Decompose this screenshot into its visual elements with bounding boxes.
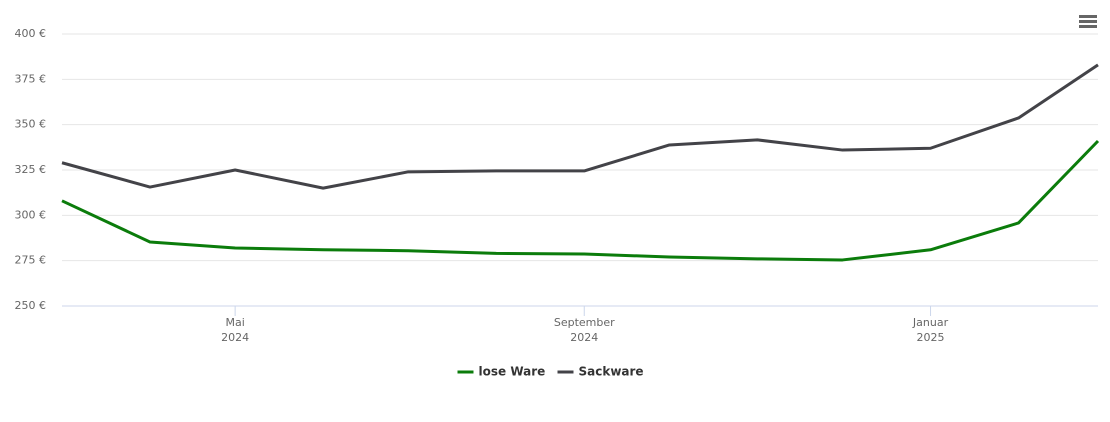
legend-label: Sackware xyxy=(579,365,644,379)
menu-bar xyxy=(1079,15,1097,18)
x-tick-label: September xyxy=(554,316,615,329)
y-tick-label: 375 € xyxy=(15,72,47,85)
x-tick-label: 2025 xyxy=(917,331,945,344)
menu-bar xyxy=(1079,20,1097,23)
line-series xyxy=(61,139,1100,262)
legend-item[interactable]: lose Ware xyxy=(457,365,546,379)
x-tick-label: 2024 xyxy=(221,331,249,344)
y-tick-label: 250 € xyxy=(15,299,47,312)
menu-bar xyxy=(1079,25,1097,28)
y-tick-label: 350 € xyxy=(15,118,47,131)
y-tick-label: 325 € xyxy=(15,163,47,176)
x-tick-label: Januar xyxy=(912,316,949,329)
menu-button[interactable] xyxy=(1079,15,1097,28)
legend-item[interactable]: Sackware xyxy=(557,365,644,379)
x-tick-label: 2024 xyxy=(570,331,598,344)
x-tick-label: Mai xyxy=(225,316,244,329)
line-series xyxy=(61,63,1099,190)
y-tick-label: 400 € xyxy=(15,27,47,40)
y-tick-label: 300 € xyxy=(15,208,47,221)
legend-label: lose Ware xyxy=(479,365,546,379)
y-tick-label: 275 € xyxy=(15,254,47,267)
